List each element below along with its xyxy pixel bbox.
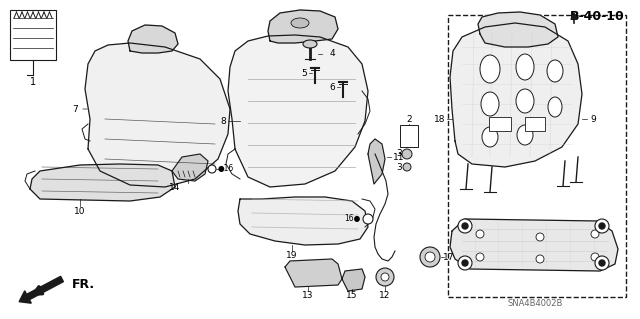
Polygon shape xyxy=(368,139,385,184)
Circle shape xyxy=(458,219,472,233)
Text: 19: 19 xyxy=(286,251,298,261)
Bar xyxy=(489,117,511,131)
Text: 10: 10 xyxy=(74,206,86,216)
Text: B-40-10: B-40-10 xyxy=(570,11,625,24)
Polygon shape xyxy=(85,43,230,187)
Polygon shape xyxy=(478,12,558,47)
Ellipse shape xyxy=(516,54,534,80)
Circle shape xyxy=(595,219,609,233)
Circle shape xyxy=(591,230,599,238)
Text: FR.: FR. xyxy=(72,278,95,291)
Text: 7: 7 xyxy=(72,105,78,114)
Polygon shape xyxy=(450,219,618,271)
Polygon shape xyxy=(342,269,365,291)
Text: 2: 2 xyxy=(406,115,412,123)
Bar xyxy=(448,15,626,297)
Circle shape xyxy=(591,253,599,261)
Circle shape xyxy=(458,256,472,270)
FancyArrow shape xyxy=(19,276,63,303)
Text: 9: 9 xyxy=(590,115,596,123)
Circle shape xyxy=(599,223,605,229)
Circle shape xyxy=(425,252,435,262)
Ellipse shape xyxy=(547,60,563,82)
Bar xyxy=(525,117,545,131)
Text: ●16: ●16 xyxy=(218,165,234,174)
Circle shape xyxy=(595,256,609,270)
Text: 3: 3 xyxy=(396,162,402,172)
Ellipse shape xyxy=(482,127,498,147)
Ellipse shape xyxy=(291,18,309,28)
Circle shape xyxy=(462,260,468,266)
Text: 15: 15 xyxy=(346,292,358,300)
Text: 5: 5 xyxy=(301,69,307,78)
Text: 4: 4 xyxy=(330,49,335,58)
Circle shape xyxy=(476,230,484,238)
Text: 17: 17 xyxy=(443,253,454,262)
Text: 18: 18 xyxy=(433,115,445,123)
Polygon shape xyxy=(30,164,175,201)
Polygon shape xyxy=(172,154,208,181)
Text: 8: 8 xyxy=(220,116,226,125)
Circle shape xyxy=(462,223,468,229)
Ellipse shape xyxy=(303,40,317,48)
Ellipse shape xyxy=(480,55,500,83)
Circle shape xyxy=(403,163,411,171)
Polygon shape xyxy=(285,259,342,287)
Ellipse shape xyxy=(481,92,499,116)
Circle shape xyxy=(599,260,605,266)
Polygon shape xyxy=(450,23,582,167)
Bar xyxy=(400,125,418,147)
Text: 11: 11 xyxy=(393,152,404,161)
Ellipse shape xyxy=(548,97,562,117)
Text: 12: 12 xyxy=(380,291,390,300)
Bar xyxy=(10,10,56,60)
Circle shape xyxy=(420,247,440,267)
Circle shape xyxy=(476,253,484,261)
Circle shape xyxy=(376,268,394,286)
Circle shape xyxy=(363,214,373,224)
Polygon shape xyxy=(228,35,368,187)
Polygon shape xyxy=(238,197,368,245)
Circle shape xyxy=(402,149,412,159)
Text: 14: 14 xyxy=(170,183,180,192)
Circle shape xyxy=(536,255,544,263)
Circle shape xyxy=(381,273,389,281)
Circle shape xyxy=(208,165,216,173)
Polygon shape xyxy=(128,25,178,53)
Text: 16●: 16● xyxy=(344,214,360,224)
Text: SNA4B4002B: SNA4B4002B xyxy=(508,300,563,308)
Text: 13: 13 xyxy=(302,292,314,300)
Polygon shape xyxy=(268,10,338,43)
Text: 6: 6 xyxy=(329,83,335,92)
Ellipse shape xyxy=(516,89,534,113)
Text: 1: 1 xyxy=(30,77,36,87)
Circle shape xyxy=(536,233,544,241)
Ellipse shape xyxy=(517,125,533,145)
Text: 3: 3 xyxy=(396,150,402,159)
